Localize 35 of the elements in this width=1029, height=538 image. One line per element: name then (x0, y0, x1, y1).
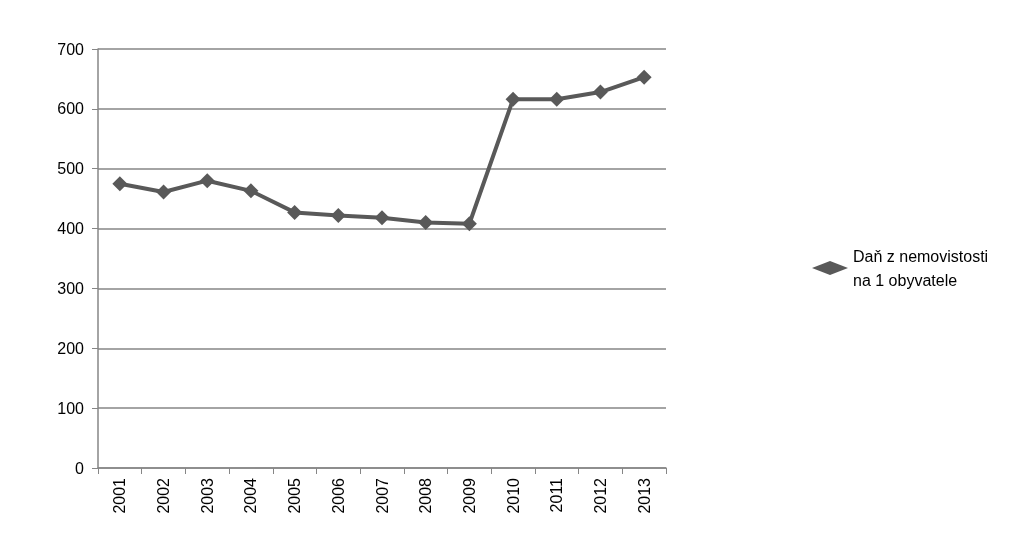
x-tick-label: 2012 (591, 477, 609, 514)
point (461, 216, 477, 232)
point (199, 173, 215, 189)
x-tick-label: 2006 (329, 477, 347, 514)
y-tick-label: 0 (75, 459, 85, 477)
legend-label: Daň z nemovistosti na 1 obyvatele (853, 247, 993, 289)
point (636, 69, 652, 85)
x-tick-label: 2003 (198, 477, 216, 514)
x-tick-label: 2001 (111, 477, 129, 514)
x-tick-label: 2004 (242, 477, 260, 514)
y-tick-label: 300 (57, 279, 85, 297)
x-tick-label: 2011 (548, 477, 566, 513)
point (374, 210, 390, 226)
point (243, 183, 259, 199)
x-tick-label: 2009 (460, 477, 478, 514)
point (330, 207, 346, 223)
y-tick-label: 400 (57, 220, 85, 238)
point (112, 176, 128, 192)
point (156, 184, 172, 200)
y-tick-label: 600 (57, 100, 85, 118)
y-tick-label: 100 (57, 399, 85, 417)
y-tick-label: 700 (57, 40, 85, 58)
point (549, 91, 565, 107)
x-tick-label: 2005 (286, 477, 304, 514)
point (592, 84, 608, 100)
point (287, 204, 303, 220)
x-tick-label: 2002 (155, 477, 173, 514)
x-tick-label: 2013 (635, 477, 653, 514)
point (505, 91, 521, 107)
x-tick-label: 2008 (417, 477, 435, 514)
x-tick-label: 2007 (373, 477, 391, 514)
x-tick-label: 2010 (504, 477, 522, 514)
y-tick-label: 500 (57, 160, 85, 178)
point (418, 215, 434, 231)
y-tick-label: 200 (57, 339, 85, 357)
